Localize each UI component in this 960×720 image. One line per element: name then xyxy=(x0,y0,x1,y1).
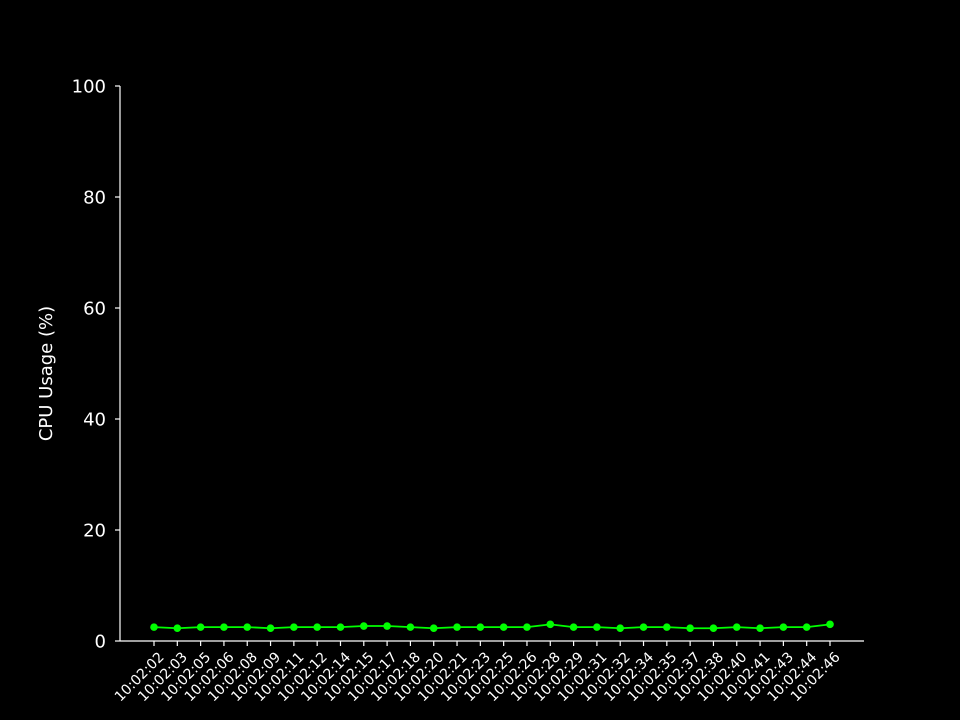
data-point xyxy=(476,623,485,631)
data-point xyxy=(663,623,671,631)
series-line xyxy=(153,623,831,630)
data-point xyxy=(756,624,764,633)
series xyxy=(150,620,834,633)
data-point xyxy=(173,624,182,633)
data-point xyxy=(150,623,158,631)
data-point xyxy=(359,622,368,630)
data-point xyxy=(709,624,718,633)
data-point xyxy=(802,623,811,631)
data-point xyxy=(290,623,298,631)
y-tick-label: 100 xyxy=(72,77,106,98)
data-point xyxy=(779,623,788,631)
data-point xyxy=(732,623,741,631)
data-point xyxy=(220,623,228,631)
y-axis-title: CPU Usage (%) xyxy=(36,306,57,441)
x-ticks: 10:02:0210:02:0310:02:0510:02:0610:02:08… xyxy=(112,641,844,705)
y-tick-label: 80 xyxy=(83,188,106,209)
data-point xyxy=(639,623,648,631)
data-point xyxy=(546,620,555,629)
y-tick-label: 60 xyxy=(83,299,106,320)
data-point xyxy=(313,623,321,631)
y-ticks: 0 20 40 60 80 100 xyxy=(72,77,120,653)
data-point xyxy=(453,623,461,631)
data-point xyxy=(196,623,205,631)
data-point xyxy=(569,623,578,631)
data-point xyxy=(383,622,391,630)
data-point xyxy=(336,623,345,631)
data-point xyxy=(429,624,438,633)
data-point xyxy=(243,623,252,631)
data-point xyxy=(523,623,531,631)
y-tick-label: 0 xyxy=(95,632,106,653)
data-point xyxy=(686,624,694,633)
data-point xyxy=(616,624,625,633)
y-tick-label: 40 xyxy=(83,410,106,431)
axes xyxy=(119,86,864,642)
data-point xyxy=(499,623,508,631)
data-point xyxy=(826,620,834,629)
data-point xyxy=(593,623,601,631)
data-point xyxy=(406,623,415,631)
data-point xyxy=(266,624,275,633)
y-tick-label: 20 xyxy=(83,521,106,542)
